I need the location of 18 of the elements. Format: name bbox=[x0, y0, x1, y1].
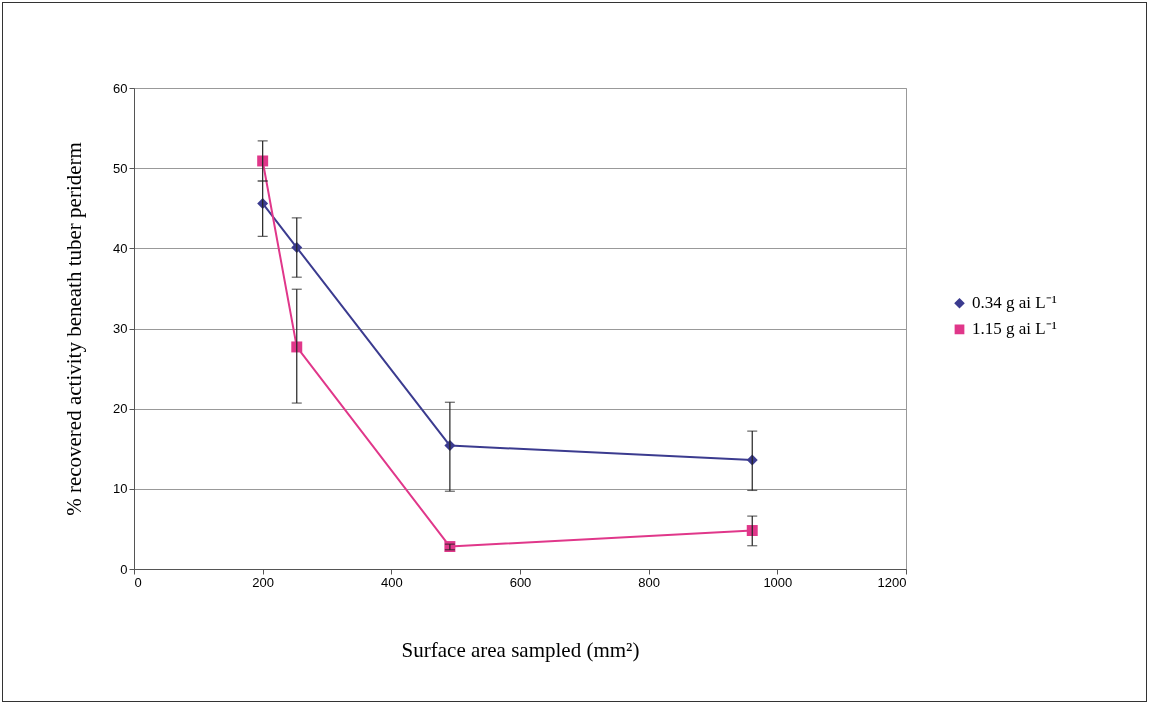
legend-label: 0.34 g ai L⁻¹ bbox=[972, 293, 1057, 313]
y-tick-label: 40 bbox=[113, 240, 128, 256]
x-tick-label: 0 bbox=[134, 574, 142, 590]
x-tick-label: 1000 bbox=[763, 574, 793, 590]
y-tick-label: 50 bbox=[113, 160, 128, 176]
x-tick-label: 800 bbox=[638, 574, 661, 590]
y-axis-title: % recovered activity beneath tuber periderm bbox=[62, 142, 87, 516]
y-tick-label: 0 bbox=[120, 561, 128, 577]
y-tick-label: 10 bbox=[113, 481, 128, 497]
y-tick-label: 30 bbox=[113, 321, 128, 336]
legend-label: 1.15 g ai L⁻¹ bbox=[972, 319, 1057, 339]
x-axis-title: Surface area sampled (mm²) bbox=[401, 637, 640, 662]
x-tick-label: 400 bbox=[380, 574, 403, 590]
y-tick-label: 20 bbox=[113, 401, 128, 417]
y-tick-label: 60 bbox=[113, 80, 128, 96]
x-tick-label: 600 bbox=[509, 574, 532, 590]
x-tick-label: 200 bbox=[252, 574, 275, 590]
x-tick-label: 1200 bbox=[877, 574, 907, 590]
